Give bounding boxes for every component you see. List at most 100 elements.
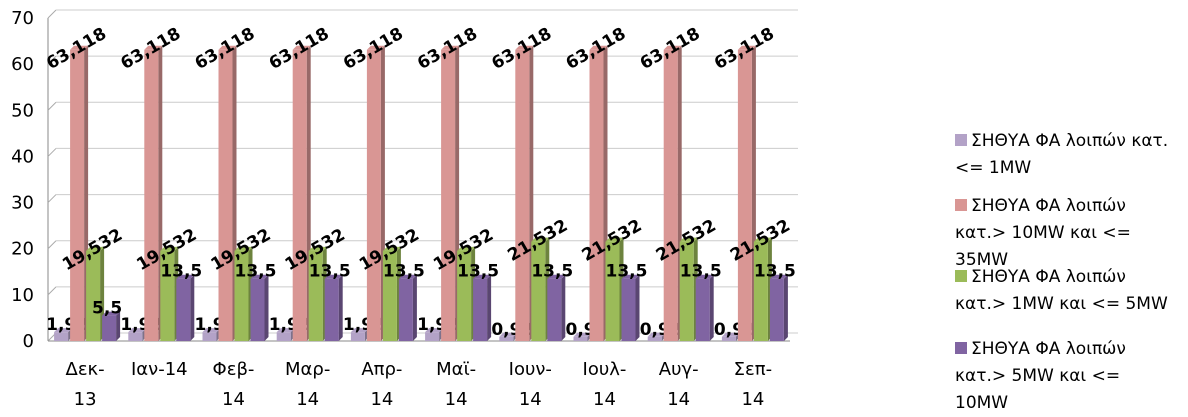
bar-top (647, 332, 666, 337)
bar (515, 49, 530, 341)
grid-line (47, 240, 57, 250)
legend-label: ΣΗΘΥΑ ΦΑ λοιπών κατ.> 10MW και <= 35MW (955, 196, 1131, 270)
bar-top (102, 311, 121, 316)
x-tick-label-part: Μαρ- (285, 359, 330, 380)
bar-top (398, 274, 417, 279)
bar-side (338, 274, 343, 341)
x-tick-label-part: Σεπ- (734, 359, 772, 380)
bar-top (160, 246, 179, 251)
bar (663, 49, 678, 341)
bar-top (769, 274, 788, 279)
bar (679, 241, 694, 341)
bar-side (709, 274, 714, 341)
bar-top (721, 332, 740, 337)
legend-item: ΣΗΘΥΑ ΦΑ λοιπών κατ.> 5MW και <= 10MW (955, 336, 1175, 417)
bar (176, 278, 191, 341)
bar-side (412, 274, 417, 341)
bar-top (250, 274, 269, 279)
bar (589, 49, 604, 341)
bar-top (144, 45, 163, 50)
bar-top (589, 45, 608, 50)
bar-top (366, 45, 385, 50)
bar (647, 336, 662, 341)
bar-top (457, 246, 476, 251)
bar-top (425, 328, 444, 333)
bar (573, 336, 588, 341)
x-tick-label-part: 13 (74, 389, 97, 410)
x-tick-label-part: 14 (593, 389, 616, 410)
grid-line (47, 194, 57, 203)
bar-top (308, 246, 327, 251)
bar (499, 336, 514, 341)
bar (250, 278, 265, 341)
bar-top (176, 274, 195, 279)
bar (473, 278, 488, 341)
bar-top (663, 45, 682, 50)
x-tick-label-part: 14 (222, 389, 245, 410)
bar (441, 49, 456, 341)
bar-top (350, 328, 369, 333)
grid-line (47, 55, 57, 65)
y-tick-label: 40 (11, 146, 34, 167)
bar-side (264, 274, 269, 341)
bar (350, 332, 365, 341)
x-tick-label-part: Αυγ- (659, 359, 699, 380)
bar-side (487, 274, 492, 341)
legend-item: ΣΗΘΥΑ ΦΑ λοιπών κατ.> 1MW και <= 5MW (955, 264, 1175, 318)
legend-swatch (955, 270, 967, 282)
x-tick-label-part: Ιουν- (509, 359, 552, 380)
bar-top (473, 274, 492, 279)
x-tick-label: Ιουν- 14 (509, 359, 552, 410)
x-tick-label: Αυγ- 14 (659, 359, 699, 410)
legend-item: ΣΗΘΥΑ ΦΑ λοιπών κατ.> 10MW και <= 35MW (955, 193, 1175, 274)
bar (769, 278, 784, 341)
bar-side (783, 274, 788, 341)
bar-top (128, 328, 147, 333)
y-tick-label: 10 (11, 285, 34, 306)
x-tick-label: Ιαν-14 (131, 359, 188, 380)
bar-top (605, 237, 624, 242)
y-tick-label: 30 (11, 193, 34, 214)
y-tick-label: 0 (23, 331, 34, 352)
bar-top (531, 237, 550, 242)
bar (292, 49, 307, 341)
bar-top (70, 45, 89, 50)
bar-top (54, 328, 73, 333)
x-tick-label-part: Μαϊ- (436, 359, 476, 380)
grid-line (47, 101, 57, 111)
bar (382, 250, 397, 341)
bar-side (116, 311, 121, 341)
x-tick-label-part: 14 (370, 389, 393, 410)
bar-top (202, 328, 221, 333)
x-tick-label: Φεβ- 14 (213, 359, 255, 410)
bar (695, 278, 710, 341)
x-tick-label: Μαϊ- 14 (436, 359, 476, 410)
bar-top (515, 45, 534, 50)
bar (234, 250, 249, 341)
x-tick-label-part: 14 (296, 389, 319, 410)
bar (531, 241, 546, 341)
y-tick-label: 60 (11, 54, 34, 75)
bar-top (679, 237, 698, 242)
y-tick-label: 50 (11, 100, 34, 121)
grid-line (47, 286, 57, 296)
bar (160, 250, 175, 341)
bar (324, 278, 339, 341)
grid-line (47, 148, 57, 157)
x-tick-label-part: 14 (667, 389, 690, 410)
bar (102, 315, 117, 341)
bar-top (621, 274, 640, 279)
bar (54, 332, 69, 341)
y-tick-label: 20 (11, 239, 34, 260)
bar-top (276, 328, 295, 333)
bar (621, 278, 636, 341)
bar (398, 278, 413, 341)
bar-top (573, 332, 592, 337)
bar (737, 49, 752, 341)
bar-top (86, 246, 105, 251)
bar (753, 241, 768, 341)
legend-label: ΣΗΘΥΑ ΦΑ λοιπών κατ.> 5MW και <= 10MW (955, 339, 1126, 413)
x-tick-label: Ιουλ- 14 (583, 359, 627, 410)
bar (144, 49, 159, 341)
bar (425, 332, 440, 341)
